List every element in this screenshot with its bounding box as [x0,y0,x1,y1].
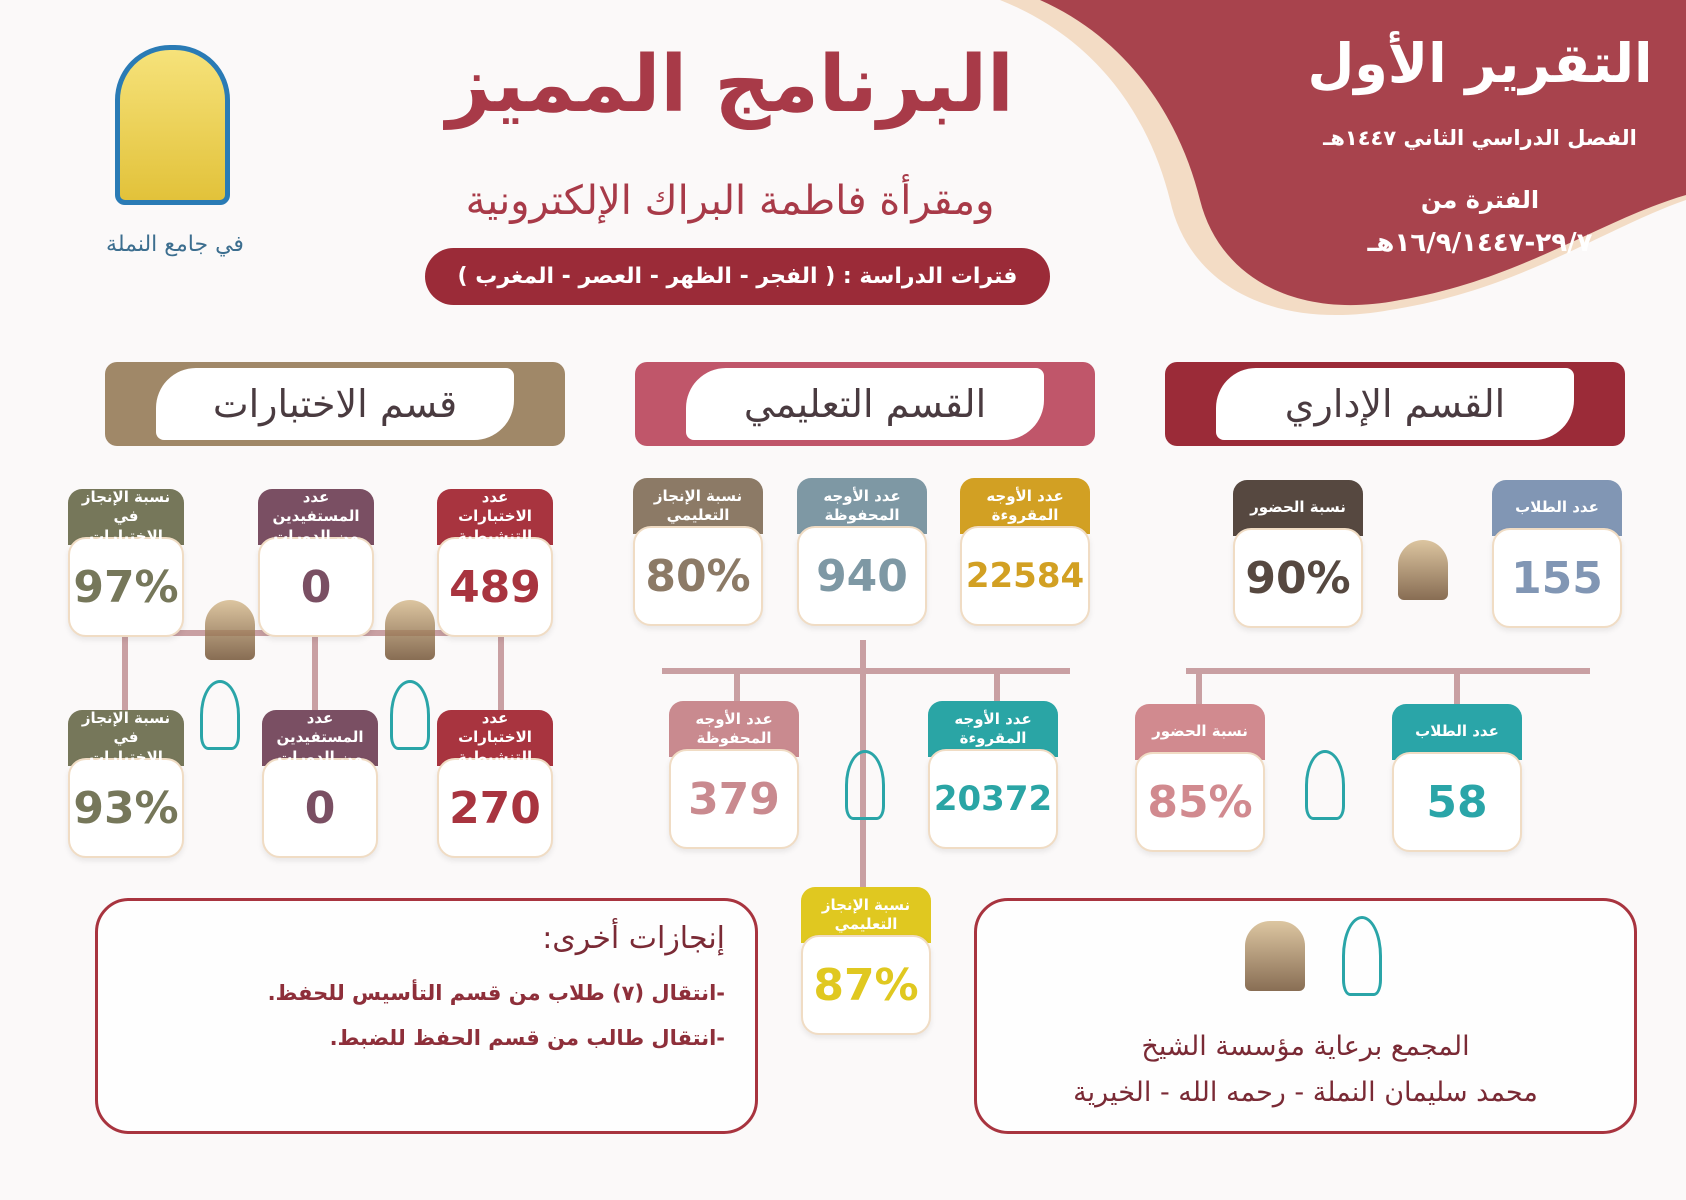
stat-card-edu-achievement-1: نسبة الإنجاز التعليمي 80% [633,478,763,626]
connector [734,672,740,704]
stat-value: 155 [1492,528,1622,628]
stat-card-edu-memorized-2: عدد الأوجه المحفوظة 379 [669,701,799,849]
stat-card-tests-achievement-2: نسبة الإنجاز في الاختبارات 93% [68,709,184,858]
stat-value: 58 [1392,752,1522,852]
stat-card-edu-read-1: عدد الأوجه المقروءة 22584 [960,478,1090,626]
stat-card-edu-memorized-1: عدد الأوجه المحفوظة 940 [797,478,927,626]
stat-value: 20372 [928,749,1058,849]
stat-label: عدد الأوجه المقروءة [928,701,1058,757]
stat-value: 379 [669,749,799,849]
other-achievements-box: إنجازات أخرى: -انتقال (٧) طلاب من قسم ال… [95,898,758,1134]
program-logo-icon [205,600,255,660]
stat-value: 80% [633,526,763,626]
study-periods: فترات الدراسة : ( الفجر - الظهر - العصر … [425,248,1050,305]
stat-card-tests-beneficiaries-1: عدد المستفيدين من الدورات 0 [258,488,374,637]
logo-caption: في جامع النملة [106,232,244,257]
stat-label: نسبة الإنجاز في الاختبارات [68,709,184,766]
program-logo-icon [1398,540,1448,600]
stat-card-admin-attendance-2: نسبة الحضور 85% [1135,704,1265,852]
connector [1196,672,1202,707]
connector [122,635,128,713]
stat-value: 0 [262,758,378,858]
stat-card-edu-read-2: عدد الأوجه المقروءة 20372 [928,701,1058,849]
sponsor-box: المجمع برعاية مؤسسة الشيخ محمد سليمان ال… [974,898,1637,1134]
sponsor-line-2: محمد سليمان النملة - رحمه الله - الخيرية [1073,1077,1538,1108]
stat-card-admin-students-2: عدد الطلاب 58 [1392,704,1522,852]
stat-label: عدد الطلاب [1392,704,1522,760]
stat-value: 489 [437,537,553,637]
association-logo [115,45,230,205]
stat-value: 22584 [960,526,1090,626]
stat-label: عدد المستفيدين من الدورات [262,709,378,766]
connector [312,635,318,713]
stat-label: عدد الطلاب [1492,480,1622,536]
stat-card-edu-achievement-2: نسبة الإنجاز التعليمي 87% [801,887,931,1035]
period-label: الفترة من [1420,186,1540,214]
period-dates: ٢٩/٧-١٦/٩/١٤٤٧هـ [1367,228,1593,258]
stat-label: نسبة الحضور [1135,704,1265,760]
section-education-header: القسم التعليمي [635,362,1095,446]
fatima-logo-icon [1305,750,1345,820]
stat-value: 87% [801,935,931,1035]
fatima-logo-icon [390,680,430,750]
semester: الفصل الدراسي الثاني ١٤٤٧هـ [1323,126,1637,150]
stat-card-admin-students-1: عدد الطلاب 155 [1492,480,1622,628]
fatima-logo-icon [200,680,240,750]
stat-card-tests-achievement-1: نسبة الإنجاز في الاختبارات 97% [68,488,184,637]
stat-label: عدد الاختبارات التنشيطية [437,488,553,545]
stat-label: عدد المستفيدين من الدورات [258,488,374,545]
stat-value: 270 [437,758,553,858]
stat-label: عدد الأوجه المقروءة [960,478,1090,534]
sponsor-line-1: المجمع برعاية مؤسسة الشيخ [1141,1031,1470,1062]
stat-card-tests-activity-1: عدد الاختبارات التنشيطية 489 [437,488,553,637]
fatima-logo-icon [845,750,885,820]
stat-label: نسبة الإنجاز التعليمي [633,478,763,534]
other-achievements-title: إنجازات أخرى: [542,921,725,956]
program-logo-icon [385,600,435,660]
section-tests-title: قسم الاختبارات [155,368,515,440]
header-background [1000,0,1686,316]
connector [994,672,1000,704]
stat-label: عدد الاختبارات التنشيطية [437,709,553,766]
fatima-logo-icon [1342,916,1382,996]
section-admin-title: القسم الإداري [1215,368,1575,440]
section-tests-header: قسم الاختبارات [105,362,565,446]
stat-label: نسبة الإنجاز في الاختبارات [68,488,184,545]
stat-label: عدد الأوجه المحفوظة [797,478,927,534]
connector [498,635,504,713]
stat-label: نسبة الإنجاز التعليمي [801,887,931,943]
connector [1186,668,1590,674]
connector [662,668,1070,674]
stat-label: عدد الأوجه المحفوظة [669,701,799,757]
program-logo-icon [1245,921,1305,991]
report-title: التقرير الأول [1307,32,1653,95]
stat-value: 97% [68,537,184,637]
section-education-title: القسم التعليمي [685,368,1045,440]
stat-label: نسبة الحضور [1233,480,1363,536]
achievement-item: -انتقال طالب من قسم الحفظ للضبط. [329,1026,725,1050]
stat-value: 93% [68,758,184,858]
stat-card-tests-activity-2: عدد الاختبارات التنشيطية 270 [437,709,553,858]
stat-value: 0 [258,537,374,637]
connector [1454,672,1460,707]
stat-value: 85% [1135,752,1265,852]
subtitle: ومقرأة فاطمة البراك الإلكترونية [465,178,995,224]
section-admin-header: القسم الإداري [1165,362,1625,446]
stat-value: 940 [797,526,927,626]
stat-card-admin-attendance-1: نسبة الحضور 90% [1233,480,1363,628]
main-title: البرنامج المميز [446,40,1014,130]
stat-value: 90% [1233,528,1363,628]
achievement-item: -انتقال (٧) طلاب من قسم التأسيس للحفظ. [267,981,725,1005]
stat-card-tests-beneficiaries-2: عدد المستفيدين من الدورات 0 [262,709,378,858]
